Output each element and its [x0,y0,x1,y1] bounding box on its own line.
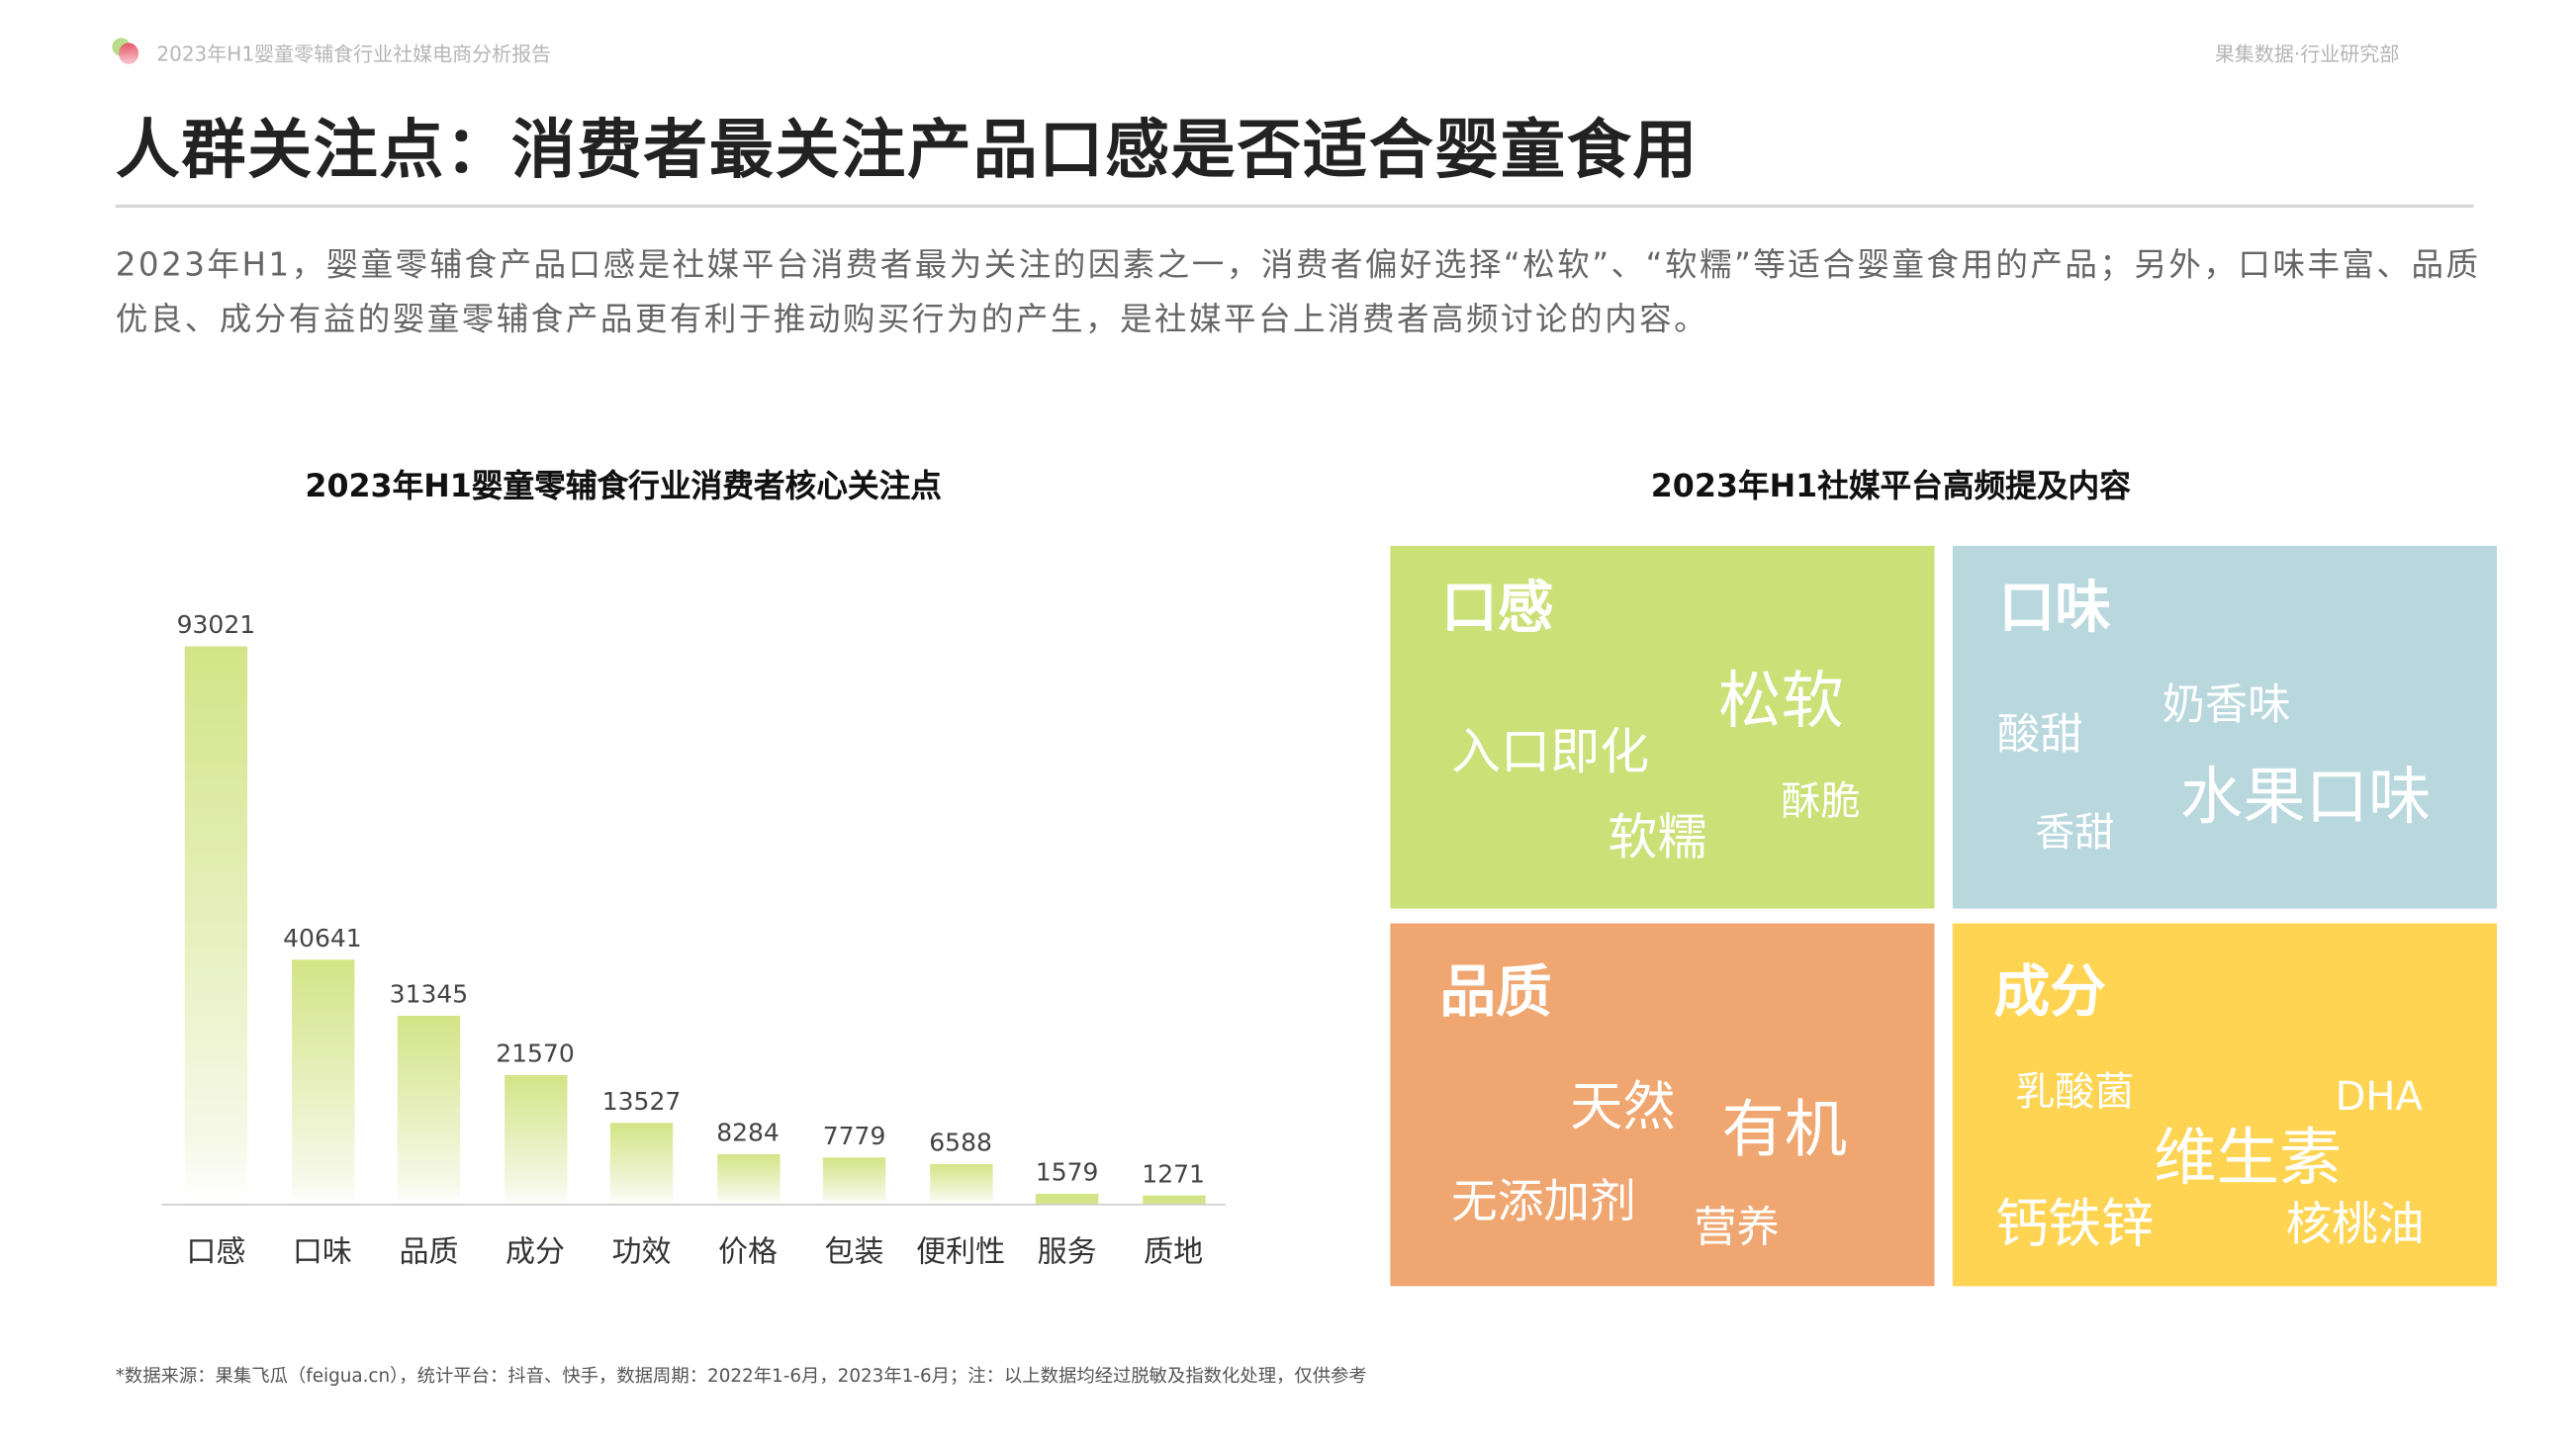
category-label: 便利性 [916,1234,1006,1270]
value-label: 7779 [822,1121,886,1151]
panel-taste-texture: 口感 松软 入口即化 酥脆 软糯 [1390,545,1935,909]
bar [716,1153,780,1204]
chart-title: 2023年H1婴童零辅食行业消费者核心关注点 [305,468,942,505]
value-label: 93021 [176,609,256,640]
bar [929,1164,992,1204]
value-label: 40641 [283,924,362,954]
value-label: 8284 [716,1118,780,1148]
bar [822,1156,886,1204]
divider [115,204,2474,209]
category-label: 包装 [824,1234,884,1270]
value-label: 1271 [1142,1159,1205,1190]
word: 有机 [1721,1093,1848,1166]
panel-quality: 品质 天然 有机 无添加剂 营养 [1390,923,1935,1287]
category-label: 成分 [505,1234,565,1270]
bar [609,1123,674,1204]
word: 水果口味 [2179,760,2432,833]
word: 酸甜 [1996,710,2083,761]
word: 乳酸菌 [2015,1068,2135,1115]
word: 酥脆 [1781,777,1861,825]
value-label: 31345 [389,979,469,1010]
panel-heading: 口感 [1441,575,1554,642]
report-title: 2023年H1婴童零辅食行业社媒电商分析报告 [156,43,552,66]
page-title: 人群关注点：消费者最关注产品口感是否适合婴童食用 [115,114,1700,189]
description: 2023年H1，婴童零辅食产品口感是社媒平台消费者最为关注的因素之一，消费者偏好… [115,245,2481,338]
word: DHA [2335,1073,2423,1120]
bar [1035,1194,1099,1204]
word: 奶香味 [2162,680,2291,731]
word: 香甜 [2035,809,2115,857]
category-label: 服务 [1037,1234,1097,1270]
word: 钙铁锌 [1995,1192,2155,1255]
panel-flavor: 口味 酸甜 奶香味 水果口味 香甜 [1952,545,2497,909]
org-name: 果集数据·行业研究部 [2214,43,2400,66]
value-label: 21570 [496,1038,575,1068]
word: 天然 [1570,1074,1676,1138]
logo-icon [112,38,141,65]
panel-heading: 品质 [1439,959,1552,1026]
wordcloud-title: 2023年H1社媒平台高频提及内容 [1650,468,2131,505]
panel-heading: 成分 [1993,959,2106,1026]
bar [291,959,354,1204]
category-label: 质地 [1144,1234,1204,1270]
category-label: 口味 [292,1234,352,1270]
bar [1142,1196,1205,1204]
word: 核桃油 [2285,1197,2425,1252]
word: 营养 [1694,1203,1780,1253]
panel-heading: 口味 [1998,575,2111,642]
word: 无添加剂 [1451,1173,1636,1228]
word: 松软 [1718,664,1844,738]
word: 软糯 [1608,809,1707,867]
category-label: 口感 [186,1234,246,1270]
panel-ingredients: 成分 乳酸菌 DHA 维生素 钙铁锌 核桃油 [1952,923,2497,1287]
category-label: 功效 [611,1234,672,1270]
bar [504,1074,567,1204]
value-label: 6588 [929,1128,992,1158]
category-label: 品质 [399,1234,459,1270]
category-label: 价格 [718,1234,779,1270]
word: 入口即化 [1451,723,1650,782]
word: 维生素 [2154,1121,2343,1194]
value-label: 1579 [1035,1157,1099,1188]
footnote: *数据来源：果集飞瓜（feigua.cn），统计平台：抖音、快手，数据周期：20… [115,1365,1367,1388]
bar [397,1016,461,1204]
bar [184,646,248,1204]
x-axis [161,1203,1226,1206]
value-label: 13527 [601,1086,682,1117]
